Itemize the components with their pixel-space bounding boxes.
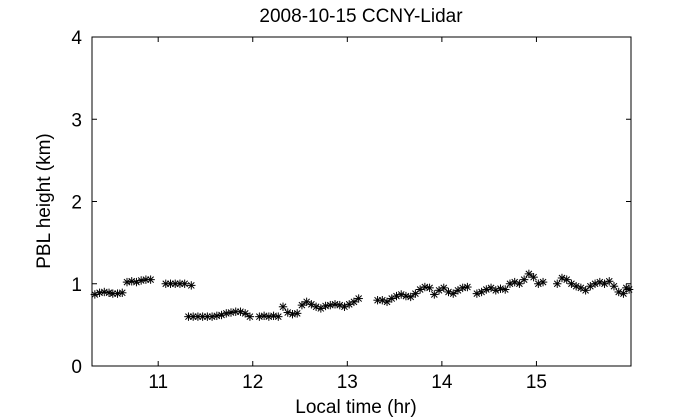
data-point [449, 289, 458, 298]
data-point [283, 308, 292, 317]
data-point [434, 286, 444, 295]
y-tick-label: 1 [71, 275, 82, 296]
data-points [90, 269, 634, 321]
data-point [146, 275, 155, 284]
data-point [477, 287, 486, 297]
data-point [529, 272, 538, 282]
data-point [501, 285, 510, 294]
data-point [519, 275, 529, 284]
data-point [420, 282, 430, 292]
data-point [240, 309, 250, 318]
data-point [354, 294, 363, 303]
data-point [127, 277, 136, 286]
data-point [425, 283, 434, 293]
data-point [255, 312, 264, 321]
data-point [463, 282, 472, 292]
x-axis-label: Local time (hr) [295, 397, 416, 418]
x-tick-label: 15 [526, 372, 547, 393]
data-point [187, 281, 196, 290]
data-point [553, 279, 562, 288]
data-point [524, 269, 534, 279]
data-point [297, 300, 307, 310]
data-point [538, 277, 548, 287]
y-tick-label: 2 [71, 193, 82, 214]
y-tick-label: 0 [71, 357, 82, 378]
data-point [274, 312, 283, 321]
data-point [278, 302, 288, 311]
data-point [118, 288, 127, 297]
y-axis-ticks: 0 1 2 3 4 [71, 28, 631, 378]
chart-title: 2008-10-15 CCNY-Lidar [259, 6, 463, 27]
x-axis-ticks: 11 12 13 14 15 [148, 37, 547, 393]
data-point [292, 309, 302, 318]
x-tick-label: 13 [337, 372, 358, 393]
data-point [245, 312, 255, 321]
data-point [330, 300, 340, 309]
y-tick-label: 3 [71, 110, 82, 131]
x-tick-label: 12 [242, 372, 263, 393]
y-tick-label: 4 [71, 28, 82, 49]
data-point [411, 289, 420, 298]
x-tick-label: 14 [431, 372, 453, 393]
y-axis-label: PBL height (km) [34, 133, 55, 269]
data-point [624, 285, 634, 294]
data-point [609, 282, 619, 291]
data-point [180, 279, 189, 288]
data-point [349, 297, 359, 307]
data-point [439, 283, 448, 293]
plot-area [91, 36, 632, 367]
data-point [406, 292, 415, 302]
data-point [288, 309, 297, 319]
data-point [382, 297, 392, 307]
x-tick-label: 11 [148, 372, 168, 393]
